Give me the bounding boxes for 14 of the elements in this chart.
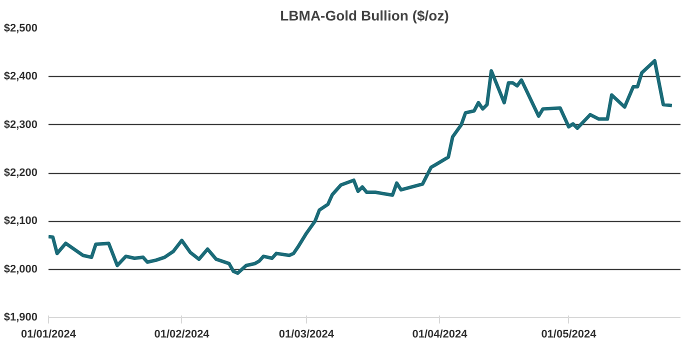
x-tick-label: 01/01/2024 (20, 328, 77, 340)
y-tick-label: $2,300 (4, 118, 38, 131)
chart-title: LBMA-Gold Bullion ($/oz) (280, 8, 449, 24)
y-tick-label: $1,900 (4, 312, 38, 324)
y-tick-label: $2,500 (4, 22, 38, 34)
line-series (48, 59, 674, 275)
y-tick-label: $2,100 (4, 215, 38, 228)
y-tick-label: $2,000 (4, 263, 38, 276)
y-tick-label: $2,400 (4, 70, 38, 83)
x-tick-label: 01/02/2024 (154, 328, 210, 340)
y-tick-label: $2,200 (4, 167, 38, 179)
x-tick-label: 01/04/2024 (412, 328, 468, 340)
x-tick-label: 01/05/2024 (541, 328, 598, 340)
x-tick-label: 01/03/2024 (278, 328, 335, 340)
